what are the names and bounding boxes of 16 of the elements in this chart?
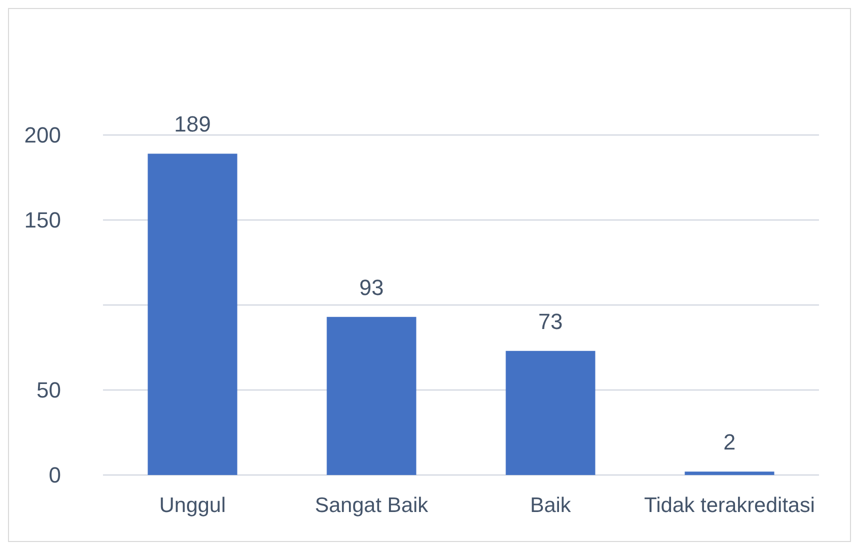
data-label: 73: [538, 308, 563, 334]
bar: [684, 472, 774, 475]
x-tick-label: Tidak terakreditasi: [644, 494, 815, 517]
y-tick-label: 200: [24, 122, 61, 148]
x-tick-label: Baik: [530, 494, 572, 517]
y-tick-label: 0: [48, 462, 61, 488]
y-tick-label: 150: [24, 208, 61, 233]
x-tick-label: Unggul: [159, 494, 226, 517]
data-label: 2: [723, 430, 736, 455]
bar: [148, 154, 238, 475]
data-label: 189: [174, 112, 211, 137]
x-tick-label: Sangat Baik: [314, 494, 429, 517]
y-tick-label: 50: [36, 378, 61, 403]
bar: [506, 350, 596, 475]
bar: [326, 316, 416, 475]
data-label: 93: [359, 274, 384, 300]
